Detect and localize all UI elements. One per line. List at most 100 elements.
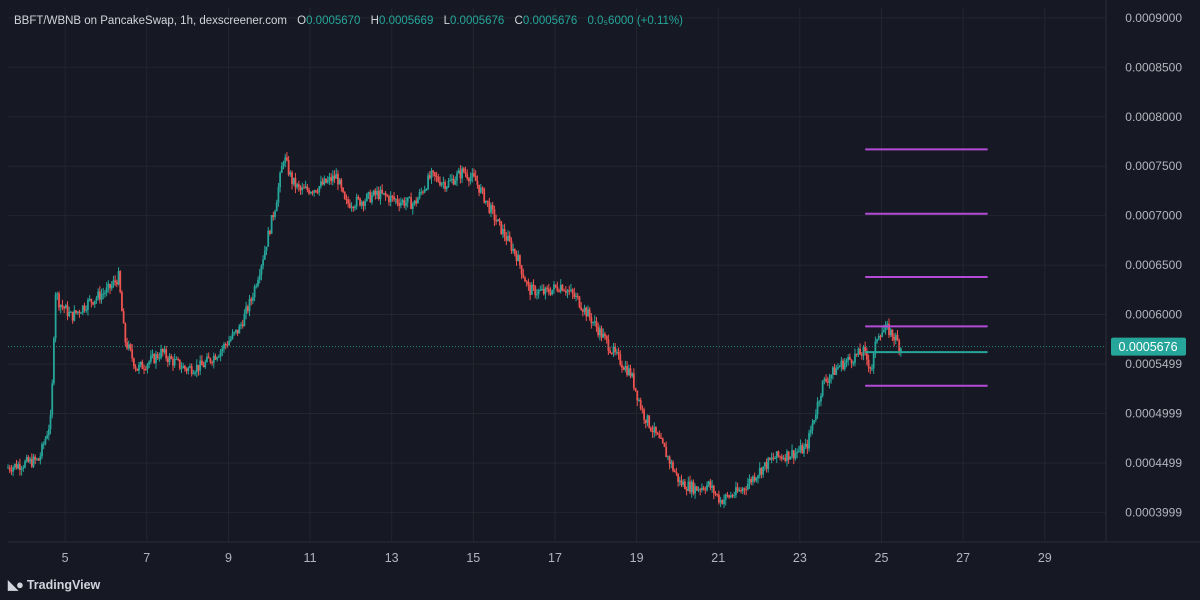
candle-body: [816, 401, 819, 415]
candle-body: [519, 255, 521, 266]
candle-body: [63, 306, 66, 309]
candle-body: [160, 348, 162, 358]
candle-body: [27, 457, 30, 462]
candle-body: [593, 321, 596, 323]
high-value: 0.0005669: [378, 15, 434, 27]
candle-body: [376, 191, 378, 195]
candle-body: [183, 365, 186, 369]
y-tick-label: 0.0008500: [1125, 60, 1182, 74]
candle-body: [345, 199, 348, 201]
candle-body: [134, 366, 137, 369]
candle-body: [672, 462, 674, 471]
candle-body: [750, 478, 753, 483]
last-price-label: 0.0005676: [1118, 340, 1177, 354]
candle-body: [58, 293, 60, 308]
candle-body: [122, 311, 125, 324]
x-tick-label: 9: [225, 551, 232, 565]
candle-body: [187, 367, 190, 372]
candle-body: [161, 348, 164, 353]
candle-body: [597, 327, 600, 336]
candle-body: [398, 203, 401, 206]
candle-body: [362, 201, 365, 206]
candle-body: [697, 489, 700, 491]
candle-body: [665, 446, 668, 458]
candle-body: [884, 325, 887, 331]
candle-body: [81, 305, 84, 313]
candle-body: [854, 353, 856, 363]
close-label: C: [514, 15, 523, 27]
candle-body: [811, 423, 814, 431]
candle-body: [309, 192, 312, 194]
candle-body: [656, 433, 659, 435]
candle-body: [826, 381, 829, 383]
candle-body: [313, 190, 316, 193]
candle-body: [809, 430, 812, 433]
y-tick-label: 0.0009000: [1125, 11, 1182, 25]
candle-body: [354, 206, 356, 209]
candle-body: [496, 219, 499, 222]
candle-body: [678, 480, 681, 482]
candle-body: [17, 464, 20, 469]
candle-body: [503, 228, 506, 237]
candle-body: [534, 286, 537, 296]
candle-body: [355, 196, 358, 207]
candle-body: [804, 443, 807, 447]
candle-body: [422, 191, 424, 193]
candle-body: [554, 284, 557, 287]
candle-body: [814, 414, 817, 420]
candle-body: [865, 351, 868, 360]
x-tick-label: 13: [385, 551, 399, 565]
candle-body: [374, 190, 377, 195]
candle-body: [879, 336, 882, 338]
candle-body: [76, 311, 79, 313]
candle-body: [219, 350, 222, 357]
candle-body: [428, 175, 431, 179]
candle-body: [893, 336, 895, 341]
tradingview-brand[interactable]: ◣● TradingView: [8, 577, 100, 593]
candle-body: [522, 274, 525, 278]
candle-body: [47, 429, 50, 436]
candle-body: [144, 369, 147, 371]
candle-body: [843, 362, 846, 370]
candle-body: [126, 342, 128, 349]
candle-body: [175, 358, 178, 360]
candle-body: [541, 289, 543, 291]
candle-body: [212, 355, 215, 363]
candle-body: [702, 487, 705, 490]
candle-body: [10, 470, 13, 472]
candle-body: [427, 175, 429, 190]
candle-body: [399, 202, 402, 206]
candle-body: [185, 368, 188, 372]
candle-body: [462, 168, 465, 172]
candle-body: [520, 265, 523, 275]
candle-body: [367, 192, 370, 195]
candle-body: [513, 248, 516, 254]
candle-body: [685, 489, 688, 491]
candle-body: [450, 178, 453, 180]
candle-body: [617, 351, 620, 354]
candle-body: [515, 253, 518, 262]
candle-body: [335, 174, 338, 179]
candle-body: [102, 293, 105, 295]
candle-body: [517, 255, 520, 262]
candle-body: [238, 325, 241, 334]
candle-body: [646, 415, 649, 424]
y-tick-label: 0.0005499: [1125, 357, 1182, 371]
candle-body: [598, 328, 601, 336]
candle-body: [758, 468, 761, 476]
candle-body: [394, 199, 397, 201]
candle-body: [874, 341, 877, 354]
candle-body: [775, 451, 778, 459]
candle-body: [491, 205, 494, 210]
candle-body: [622, 367, 625, 370]
candle-body: [112, 280, 115, 285]
candle-body: [168, 356, 171, 363]
candle-body: [634, 387, 637, 391]
candle-body: [619, 353, 622, 365]
candle-body: [687, 481, 690, 491]
candle-body: [192, 373, 195, 375]
candle-body: [420, 191, 423, 193]
candle-body: [51, 383, 54, 416]
